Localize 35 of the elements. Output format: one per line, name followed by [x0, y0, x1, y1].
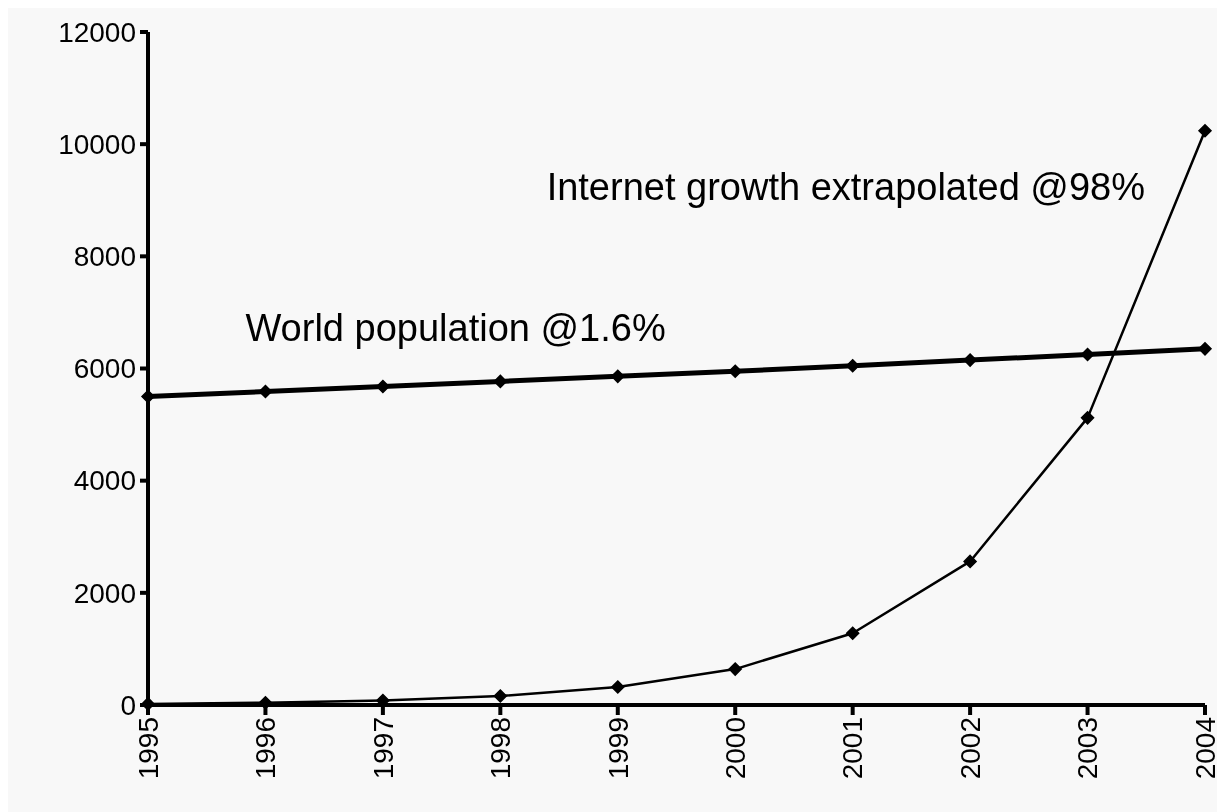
series-label: World population @1.6%: [245, 307, 666, 350]
y-tick-label: 8000: [73, 241, 136, 273]
point: [845, 358, 860, 373]
y-tick-label: 2000: [73, 577, 136, 609]
point: [845, 626, 860, 640]
point: [141, 389, 155, 404]
point: [493, 374, 508, 389]
point: [1198, 123, 1212, 138]
point: [1198, 342, 1212, 356]
x-tick-label: 1998: [485, 717, 517, 780]
point: [258, 696, 273, 710]
point: [963, 554, 977, 569]
x-tick-label: 2000: [720, 717, 752, 780]
x-tick-label: 1999: [602, 717, 634, 780]
x-tick-label: 1997: [367, 717, 399, 780]
y-tick-label: 12000: [58, 16, 136, 48]
point: [493, 689, 508, 703]
y-tick-label: 6000: [73, 353, 136, 385]
point: [1080, 347, 1095, 362]
point: [728, 364, 742, 379]
x-tick-label: 1996: [250, 717, 282, 780]
y-tick-label: 4000: [73, 465, 136, 497]
point: [728, 662, 742, 676]
series-label: Internet growth extrapolated @98%: [546, 165, 1145, 208]
point: [376, 379, 390, 394]
point: [963, 353, 977, 367]
point: [1080, 411, 1095, 425]
point: [611, 680, 625, 694]
x-tick-label: 2003: [1072, 717, 1104, 780]
point: [611, 369, 625, 384]
point: [258, 384, 273, 399]
x-tick-label: 2004: [1189, 717, 1217, 780]
x-tick-label: 2002: [954, 717, 986, 780]
y-tick-label: 10000: [58, 128, 136, 160]
x-tick-label: 2001: [837, 717, 869, 780]
